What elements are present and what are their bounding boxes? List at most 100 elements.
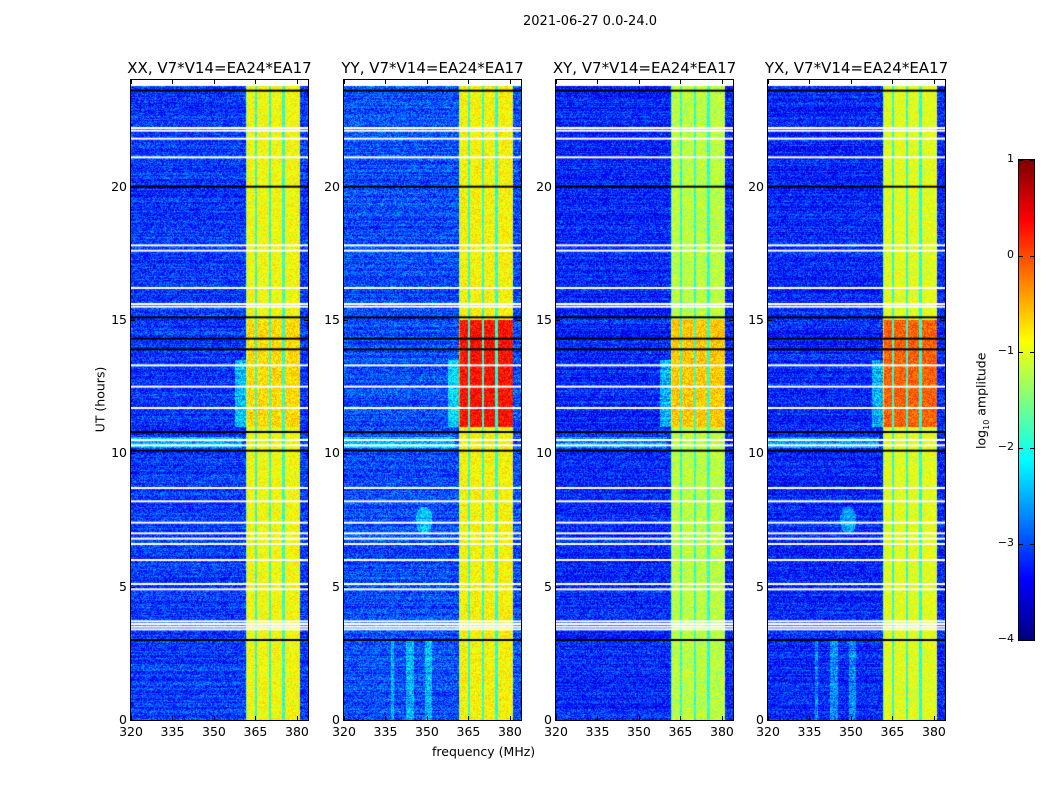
y-tick-mark [768,320,772,321]
x-tick-mark [597,716,599,720]
x-tick-label: 365 [243,724,268,739]
x-tick-mark [556,80,557,84]
x-tick-label: 380 [285,724,309,739]
heatmap-panel [130,79,309,721]
y-tick-mark [304,320,308,321]
colorbar-tick-label: 0 [1007,248,1014,261]
y-tick-label: 20 [536,178,552,194]
colorbar [1018,159,1035,641]
y-tick-mark [941,720,945,721]
y-tick-mark [344,586,348,588]
colorbar-tick-mark [1030,160,1034,161]
x-tick-mark [768,716,769,720]
x-tick-mark [255,716,257,720]
x-tick-label: 320 [332,724,356,739]
x-tick-mark [850,716,852,720]
x-tick-mark [638,716,640,720]
y-tick-mark [556,453,560,455]
y-tick-mark [556,320,560,321]
x-tick-mark [809,716,811,720]
y-tick-label: 5 [332,578,340,594]
x-tick-mark [131,716,132,720]
colorbar-tick-mark [1019,448,1023,449]
heatmap-image [556,80,733,720]
y-tick-label: 15 [748,312,764,327]
x-tick-label: 335 [373,724,398,739]
y-tick-mark [941,186,945,188]
y-tick-mark [131,320,135,321]
colorbar-tick-mark [1030,640,1034,641]
y-tick-label: 10 [536,445,552,461]
x-tick-mark [255,80,257,84]
figure-title: 2021-06-27 0.0-24.0 [523,14,657,29]
x-tick-label: 350 [415,724,439,739]
y-tick-label: 15 [324,312,340,327]
x-tick-label: 320 [756,724,780,739]
y-tick-mark [768,586,772,588]
x-tick-mark [296,80,298,84]
y-tick-mark [556,720,560,721]
y-tick-label: 10 [748,445,764,461]
y-tick-mark [304,186,308,188]
colorbar-tick-mark [1030,448,1034,449]
y-tick-mark [131,586,135,588]
x-tick-mark [172,80,174,84]
panel-title: YX, V7*V14=EA24*EA17 [764,59,949,77]
y-tick-mark [344,720,348,721]
y-tick-mark [729,586,733,588]
x-tick-mark [213,80,215,84]
y-tick-label: 10 [324,445,340,461]
x-tick-label: 380 [498,724,522,739]
y-tick-mark [556,586,560,588]
x-tick-mark [638,80,640,84]
colorbar-tick-mark [1030,256,1034,257]
x-tick-label: 365 [880,724,905,739]
y-tick-mark [344,186,348,188]
y-tick-label: 20 [324,178,340,194]
x-tick-mark [933,80,935,84]
y-tick-mark [556,186,560,188]
x-tick-mark [426,80,428,84]
heatmap-image [768,80,945,720]
colorbar-tick-mark [1030,544,1034,545]
y-tick-label: 0 [756,712,764,727]
y-tick-label: 0 [544,712,552,727]
x-tick-label: 350 [839,724,863,739]
y-tick-mark [344,453,348,455]
x-tick-mark [468,716,470,720]
colorbar-tick-mark [1019,640,1023,641]
x-tick-mark [892,716,894,720]
x-tick-label: 380 [710,724,734,739]
y-tick-mark [729,186,733,188]
y-tick-mark [131,720,135,721]
x-tick-mark [556,716,557,720]
x-tick-label: 335 [585,724,610,739]
y-tick-mark [941,453,945,455]
x-tick-label: 350 [627,724,651,739]
y-tick-mark [729,720,733,721]
x-tick-mark [721,716,723,720]
y-tick-label: 5 [544,578,552,594]
x-tick-mark [344,80,345,84]
y-tick-mark [768,720,772,721]
x-tick-label: 335 [797,724,822,739]
colorbar-tick-mark [1019,352,1023,353]
y-tick-mark [517,320,521,321]
y-tick-label: 20 [111,178,127,194]
y-tick-mark [768,186,772,188]
colorbar-tick-label: −3 [997,536,1014,549]
x-tick-mark [213,716,215,720]
y-tick-mark [304,453,308,455]
colorbar-tick-mark [1019,160,1023,161]
colorbar-tick-label: −1 [997,344,1014,357]
y-tick-mark [517,186,521,188]
y-tick-mark [941,320,945,321]
x-tick-label: 335 [160,724,185,739]
x-tick-mark [509,80,511,84]
x-tick-mark [385,80,387,84]
y-tick-mark [344,320,348,321]
y-tick-mark [729,320,733,321]
y-tick-label: 10 [111,445,127,461]
colorbar-tick-mark [1030,352,1034,353]
